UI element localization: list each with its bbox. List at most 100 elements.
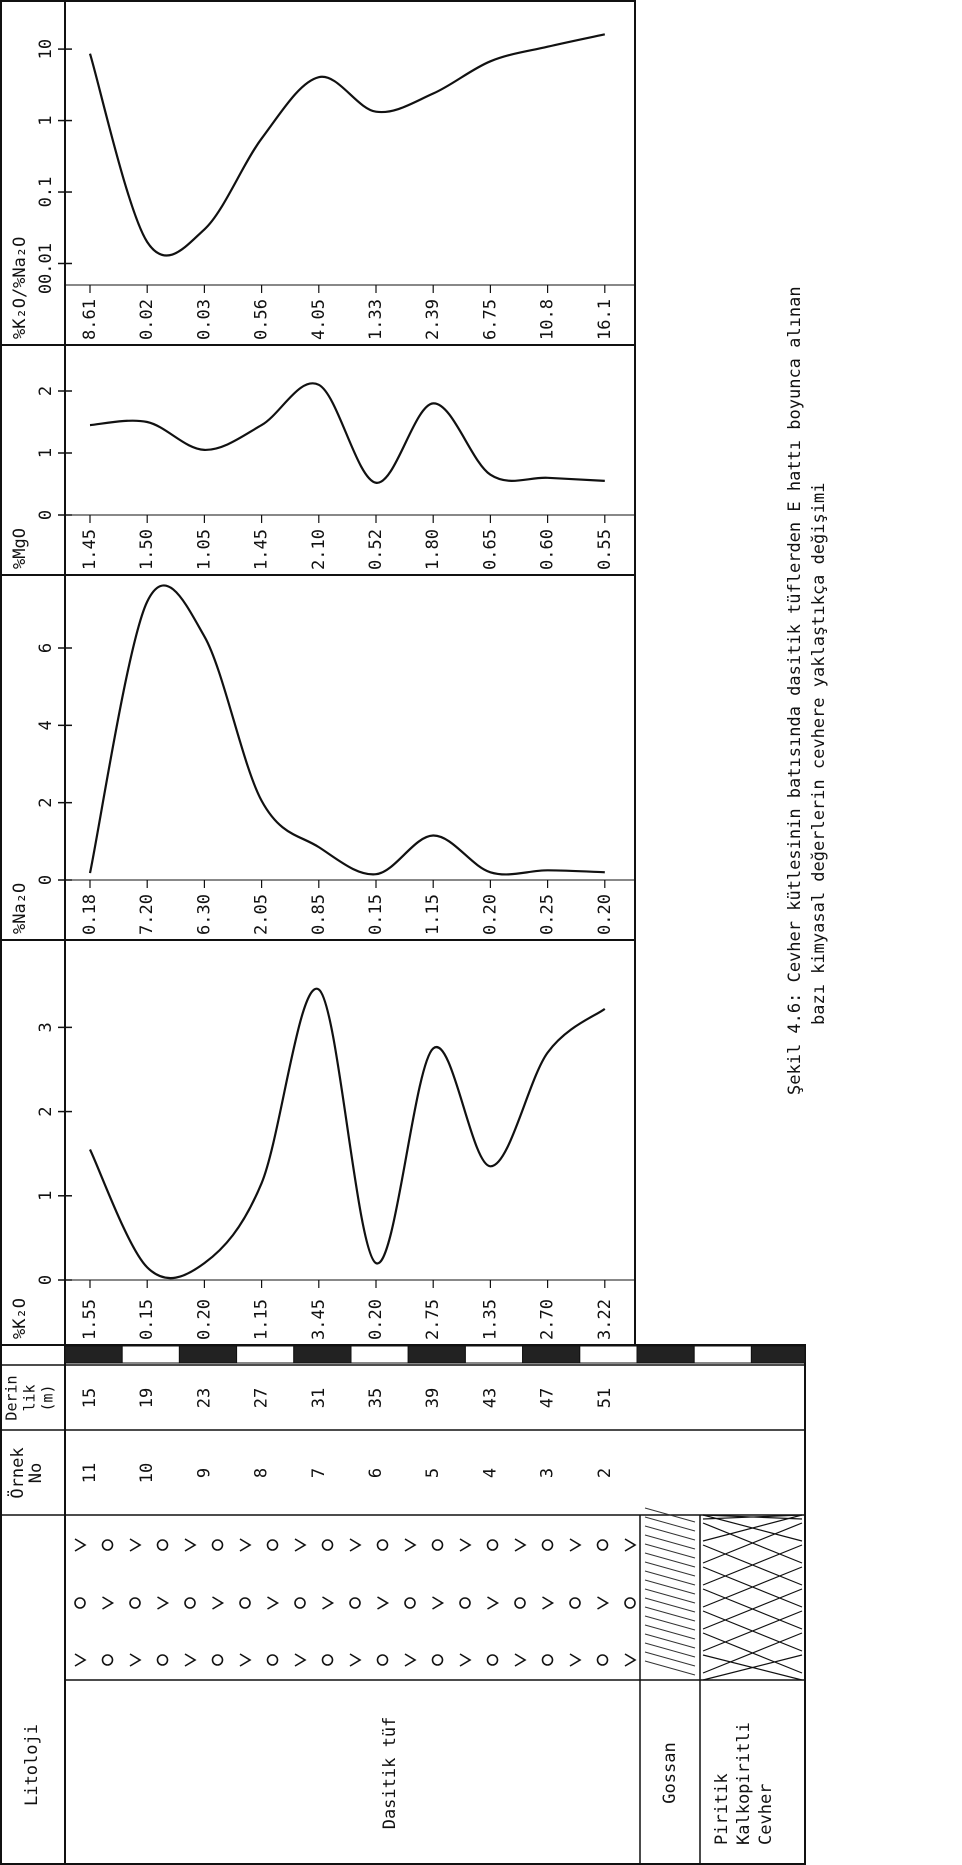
sample-no-header: Örnek (6, 1447, 28, 1498)
value-label: 1.55 (80, 1299, 100, 1340)
tuff-symbol (569, 1597, 581, 1609)
data-line (88, 33, 606, 257)
tuff-symbol (596, 1539, 609, 1551)
sample-no: 9 (194, 1468, 214, 1478)
tuff-symbol (376, 1539, 389, 1551)
value-label: 0.15 (137, 1299, 157, 1340)
depth-scale-segment (750, 1345, 806, 1364)
value-label: 0.56 (252, 299, 272, 340)
gossan-hatch (644, 1579, 696, 1595)
depth: 19 (137, 1388, 157, 1408)
tuff-symbol (349, 1653, 362, 1667)
axis-title: %Na₂O (10, 883, 30, 934)
value-label: 7.20 (137, 894, 157, 935)
y-tick-label: 1 (36, 115, 56, 125)
tuff-symbol (102, 1596, 115, 1610)
tuff-symbol (184, 1538, 197, 1552)
y-tick-label: 0.01 (36, 243, 56, 284)
depth: 43 (480, 1388, 500, 1408)
tuff-symbol (432, 1596, 445, 1610)
gossan-hatch (644, 1633, 696, 1649)
tuff-symbol (266, 1539, 279, 1551)
data-line (88, 584, 605, 876)
tuff-symbol (624, 1538, 637, 1552)
value-label: 2.75 (423, 1299, 443, 1340)
tuff-symbol (376, 1654, 389, 1666)
sample-no: 11 (80, 1463, 100, 1483)
tuff-symbol (514, 1653, 527, 1667)
depth: 35 (366, 1388, 386, 1408)
depth: 15 (80, 1388, 100, 1408)
tuff-symbol (321, 1539, 334, 1551)
value-label: 0.18 (80, 894, 100, 935)
value-label: 6.75 (480, 299, 500, 340)
value-label: 0.25 (538, 894, 558, 935)
gossan-hatch (644, 1606, 696, 1622)
depth-scale-segment (350, 1345, 409, 1364)
y-tick-label: 0.1 (36, 177, 56, 208)
value-label: 1.33 (366, 299, 386, 340)
depth-scale-segment (522, 1345, 581, 1364)
sample-no: 2 (595, 1468, 615, 1478)
value-label: 1.45 (252, 529, 272, 570)
y-tick-label: 6 (36, 643, 56, 653)
depth: 31 (309, 1388, 329, 1408)
tuff-symbol (569, 1653, 582, 1667)
rotated-figure: Litoloji Dasitik tüf Gossan Piritik Kalkopir… (0, 0, 829, 1865)
lithology-label: Dasitik tüf (380, 1717, 400, 1830)
tuff-symbol (184, 1597, 196, 1609)
gossan-hatch (644, 1597, 696, 1613)
tuff-symbol (624, 1597, 636, 1609)
tuff-symbol (514, 1597, 526, 1609)
data-line (89, 382, 605, 484)
tuff-symbol (349, 1597, 361, 1609)
tuff-symbol (239, 1597, 251, 1609)
value-label: 0.02 (137, 299, 157, 340)
value-label: 16.1 (595, 299, 615, 340)
ore-hatch (702, 1522, 803, 1564)
sample-no-header: No (26, 1463, 46, 1483)
tuff-symbol (294, 1538, 307, 1552)
ore-hatch (702, 1654, 803, 1681)
tuff-symbol (74, 1538, 87, 1552)
y-tick-label: 0 (36, 875, 56, 885)
sample-no: 7 (309, 1468, 329, 1478)
y-tick-label: 0 (36, 510, 56, 520)
value-label: 6.30 (194, 894, 214, 935)
value-label: 8.61 (80, 299, 100, 340)
lithology-header: Litoloji (22, 1724, 42, 1806)
caption: bazı kimyasal değerlerin cevhere yaklaşt… (809, 483, 829, 1025)
tuff-symbol (431, 1654, 444, 1666)
value-label: 0.20 (366, 1299, 386, 1340)
value-label: 2.05 (252, 894, 272, 935)
depth: 23 (194, 1388, 214, 1408)
depth-scale-segment (693, 1345, 752, 1364)
depth-scale-segment (236, 1345, 295, 1364)
sample-no: 6 (366, 1468, 386, 1478)
depth-scale-segment (636, 1345, 695, 1364)
sample-no: 8 (252, 1468, 272, 1478)
ore-hatch (702, 1566, 803, 1608)
value-label: 1.05 (194, 529, 214, 570)
tuff-symbol (74, 1597, 86, 1609)
tuff-symbol (157, 1596, 170, 1610)
tuff-symbol (597, 1596, 610, 1610)
tuff-symbol (267, 1596, 280, 1610)
tuff-symbol (404, 1538, 417, 1552)
depth-header: Derin (3, 1375, 21, 1420)
gossan-hatch (644, 1642, 696, 1658)
value-label: 0.85 (309, 894, 329, 935)
axis-base-label: 0 (36, 284, 56, 294)
tuff-symbol (487, 1596, 500, 1610)
tuff-symbol (294, 1597, 306, 1609)
value-label: 4.05 (309, 299, 329, 340)
tuff-symbol (377, 1596, 390, 1610)
value-label: 3.45 (309, 1299, 329, 1340)
tuff-symbol (239, 1653, 252, 1667)
ore-hatch (702, 1588, 803, 1630)
value-label: 0.60 (538, 529, 558, 570)
value-label: 0.52 (366, 529, 386, 570)
lithology-label: Kalkopiritli (734, 1722, 754, 1845)
tuff-symbol (156, 1654, 169, 1666)
